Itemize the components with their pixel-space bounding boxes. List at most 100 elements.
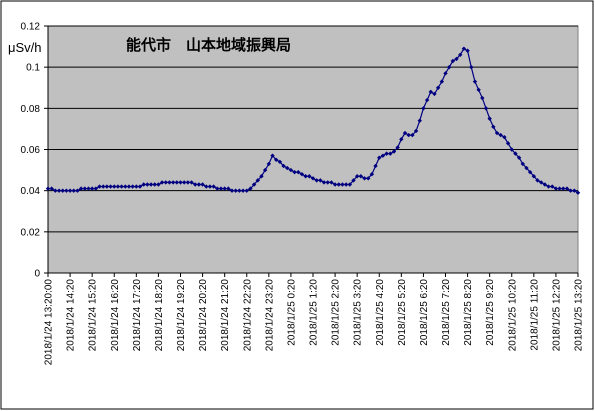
data-point [67,188,73,193]
data-point [332,182,338,187]
data-point [189,180,194,185]
data-point [513,151,518,156]
data-point [325,180,330,185]
data-point [237,188,242,193]
data-point [498,132,503,138]
x-tick-label: 2018/1/24 18:20 [154,279,165,352]
data-point [226,186,231,191]
data-point [244,188,249,193]
x-tick-label: 2018/1/25 7:20 [441,279,452,346]
data-point [410,132,415,138]
data-point [152,182,157,187]
x-tick-label: 2018/1/25 5:20 [397,279,408,346]
x-tick-label: 2018/1/24 23:20 [264,279,275,352]
y-tick-label: 0.1 [26,63,40,74]
data-point [358,174,364,179]
data-point [251,182,257,187]
data-point [71,188,76,193]
data-point [380,153,386,158]
data-point [406,132,411,138]
y-tick-label: 0.04 [21,186,41,197]
data-point [575,190,581,195]
data-point [119,184,124,189]
data-point [60,188,65,193]
data-point [49,186,54,191]
x-tick-label: 2018/1/25 11:20 [529,279,540,351]
x-tick-label: 2018/1/25 12:20 [551,279,562,352]
data-point [233,188,238,193]
x-tick-label: 2018/1/25 3:20 [353,279,364,346]
data-point [553,186,559,191]
x-tick-label: 2018/1/24 13:20:00 [44,279,55,366]
data-point [538,180,544,185]
data-point [211,184,216,189]
data-point [428,89,433,95]
data-point [126,184,132,189]
x-tick-label: 2018/1/24 17:20 [132,279,143,352]
data-point [450,58,456,64]
data-point [461,46,467,51]
data-point [104,184,110,189]
data-point [134,184,139,189]
data-point [435,85,441,90]
x-tick-label: 2018/1/25 8:20 [463,279,474,346]
data-point [550,184,555,189]
x-tick-label: 2018/1/24 21:20 [220,279,231,352]
data-point [218,186,224,191]
data-point [491,124,496,130]
data-point [439,79,445,84]
data-point [97,184,102,189]
data-point [366,176,371,181]
data-point [156,182,161,187]
data-point [270,153,275,158]
data-point [200,182,205,187]
x-tick-label: 2018/1/25 4:20 [375,279,386,346]
data-point [564,186,570,191]
data-point [446,64,452,70]
data-point [373,163,378,169]
data-point [159,180,165,185]
data-point [391,149,397,154]
data-point [53,188,58,193]
data-point [502,134,507,140]
data-point [115,184,121,189]
data-point [75,188,80,193]
data-point [527,169,533,175]
data-point [78,186,84,191]
data-point [351,178,356,183]
data-point [141,182,146,187]
data-point [347,182,353,187]
data-point [318,178,323,183]
data-point [193,182,198,187]
data-point [557,186,562,191]
x-tick-label: 2018/1/25 9:20 [485,279,496,346]
data-point [443,71,448,76]
y-axis-label: μSv/h [8,40,42,55]
data-point [505,141,511,146]
data-point [395,145,400,150]
x-tick-label: 2018/1/24 20:20 [198,279,209,352]
data-point [399,137,404,142]
data-point [64,188,69,193]
data-point [509,147,514,152]
data-point [384,151,389,156]
data-point [137,184,143,189]
data-point [542,182,548,187]
data-point [281,163,286,169]
data-point [546,184,551,189]
data-point [86,186,91,191]
data-point [321,180,327,185]
data-point [178,180,183,185]
data-point [483,106,489,111]
data-point [424,97,430,103]
data-point [108,184,113,189]
data-point [207,184,213,189]
x-tick-label: 2018/1/25 2:20 [331,279,342,346]
x-tick-label: 2018/1/24 14:20 [66,279,77,352]
data-point [93,186,99,191]
data-point [285,165,290,171]
data-point [112,184,117,189]
data-point [307,174,312,179]
data-point [469,64,474,70]
